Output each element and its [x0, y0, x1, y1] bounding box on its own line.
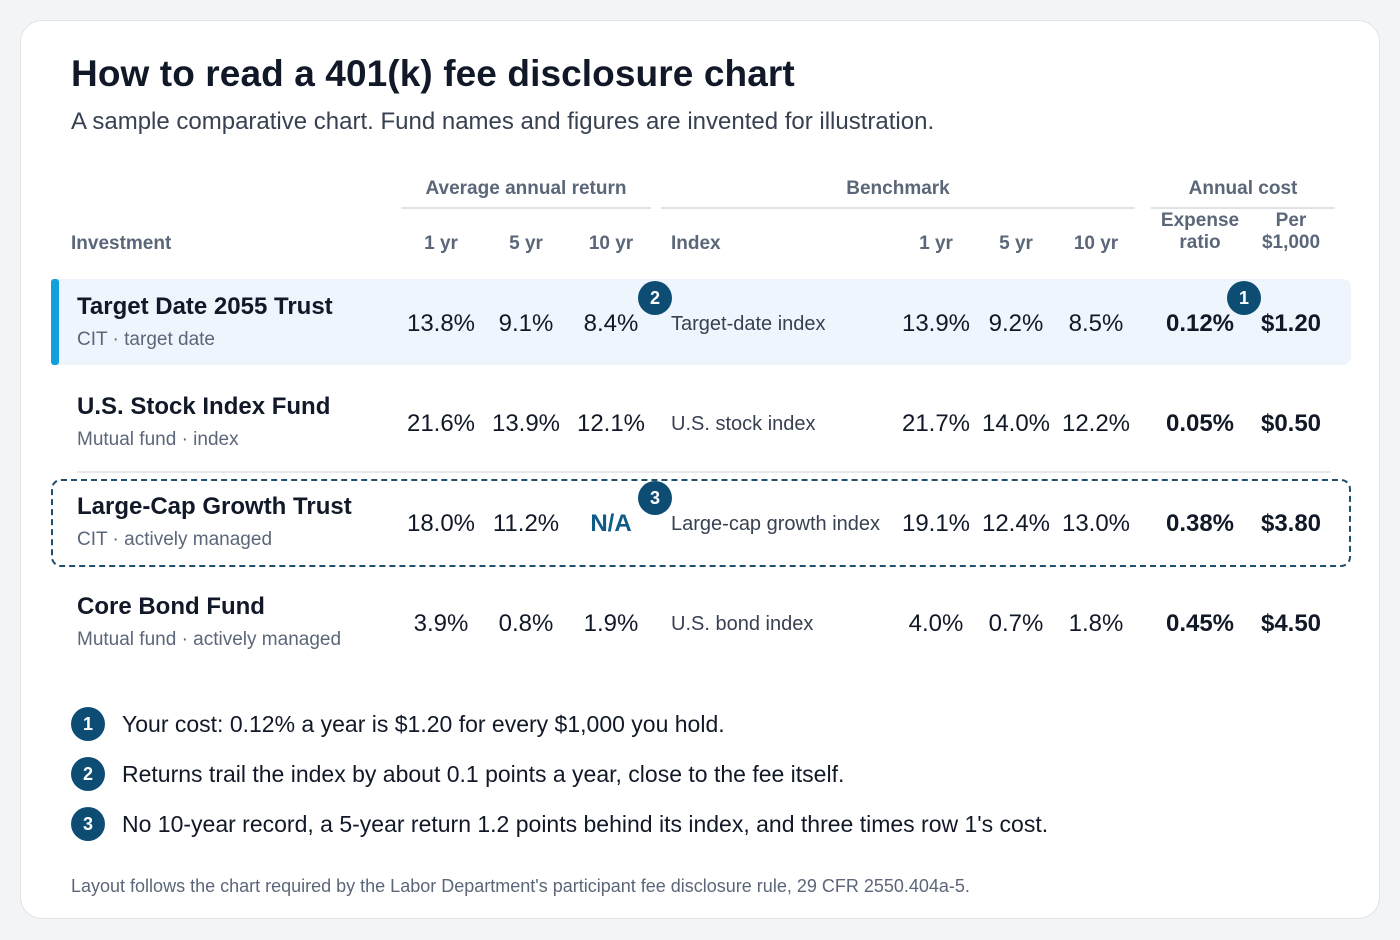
benchmark-index: Large-cap growth index	[671, 513, 881, 535]
col-header-return-10yr: 10 yr	[588, 233, 634, 254]
col-header-expense-line2: ratio	[1179, 232, 1221, 253]
fund-type: Mutual fund · actively managed	[77, 629, 342, 650]
return-5yr: 13.9%	[491, 410, 561, 437]
cost-per-1000: $4.50	[1260, 610, 1322, 637]
bench-1yr: 13.9%	[901, 310, 971, 337]
note-badge-1: 1	[71, 707, 105, 741]
bench-5yr: 14.0%	[981, 410, 1051, 437]
return-10yr-na: N/A	[590, 510, 632, 537]
bench-5yr: 0.7%	[988, 610, 1044, 637]
expense-ratio: 0.38%	[1165, 510, 1235, 537]
group-rule-benchmark	[661, 207, 1135, 209]
benchmark-index: Target-date index	[671, 313, 826, 335]
col-header-return-5yr: 5 yr	[509, 233, 543, 254]
bench-10yr: 12.2%	[1061, 410, 1131, 437]
return-5yr: 0.8%	[498, 610, 554, 637]
col-header-per-line2: $1,000	[1261, 232, 1321, 253]
return-10yr: 12.1%	[576, 410, 646, 437]
highlighted-row-accent-bar	[51, 279, 59, 365]
return-10yr: 1.9%	[583, 610, 639, 637]
col-header-bench-1yr: 1 yr	[919, 233, 953, 254]
benchmark-index: U.S. stock index	[671, 413, 816, 435]
callout-badge-2: 2	[638, 281, 672, 315]
col-header-expense-line1: Expense	[1160, 210, 1240, 231]
bench-1yr: 21.7%	[901, 410, 971, 437]
col-header-expense-ratio: Expense ratio	[1151, 210, 1249, 254]
fund-name: U.S. Stock Index Fund	[77, 393, 331, 420]
fund-name: Target Date 2055 Trust	[77, 293, 333, 320]
group-header-returns: Average annual return	[425, 178, 627, 199]
note-text-2: Returns trail the index by about 0.1 poi…	[122, 761, 845, 787]
group-header-benchmark: Benchmark	[846, 178, 950, 199]
col-header-investment: Investment	[71, 233, 172, 254]
fund-type: CIT · actively managed	[77, 529, 273, 550]
expense-ratio: 0.12%	[1165, 310, 1235, 337]
cost-per-1000: $0.50	[1260, 410, 1322, 437]
bench-5yr: 9.2%	[988, 310, 1044, 337]
return-1yr: 13.8%	[406, 310, 476, 337]
expense-ratio: 0.45%	[1165, 610, 1235, 637]
flagged-row-outline	[51, 479, 1351, 567]
fund-type: Mutual fund · index	[77, 429, 239, 450]
col-header-per-1000: Per $1,000	[1249, 210, 1333, 254]
bench-10yr: 8.5%	[1068, 310, 1124, 337]
return-5yr: 11.2%	[492, 510, 560, 537]
page-subtitle: A sample comparative chart. Fund names a…	[71, 108, 935, 135]
note-badge-2: 2	[71, 757, 105, 791]
col-header-return-1yr: 1 yr	[424, 233, 458, 254]
note-text-1: Your cost: 0.12% a year is $1.20 for eve…	[122, 711, 725, 737]
page-title: How to read a 401(k) fee disclosure char…	[71, 53, 795, 94]
group-rule-returns	[401, 207, 651, 209]
footnote: Layout follows the chart required by the…	[71, 876, 970, 896]
fund-name: Large-Cap Growth Trust	[77, 493, 352, 520]
return-1yr: 21.6%	[406, 410, 476, 437]
bench-5yr: 12.4%	[981, 510, 1051, 537]
callout-badge-3: 3	[638, 481, 672, 515]
bench-10yr: 1.8%	[1068, 610, 1124, 637]
disclosure-card: How to read a 401(k) fee disclosure char…	[20, 20, 1380, 919]
note-text-3: No 10-year record, a 5-year return 1.2 p…	[122, 811, 1049, 837]
fund-type: CIT · target date	[77, 329, 215, 350]
bench-10yr: 13.0%	[1061, 510, 1131, 537]
return-10yr: 8.4%	[583, 310, 639, 337]
col-header-bench-10yr: 10 yr	[1073, 233, 1119, 254]
callout-badge-1: 1	[1227, 281, 1261, 315]
return-5yr: 9.1%	[498, 310, 554, 337]
return-1yr: 3.9%	[413, 610, 469, 637]
bench-1yr: 19.1%	[901, 510, 971, 537]
expense-ratio: 0.05%	[1165, 410, 1235, 437]
highlighted-row-background	[51, 279, 1351, 365]
fund-name: Core Bond Fund	[77, 593, 265, 620]
group-header-cost: Annual cost	[1188, 178, 1298, 199]
benchmark-index: U.S. bond index	[671, 613, 814, 635]
cost-per-1000: $1.20	[1260, 310, 1322, 337]
return-1yr: 18.0%	[406, 510, 476, 537]
note-badge-3: 3	[71, 807, 105, 841]
col-header-bench-5yr: 5 yr	[999, 233, 1033, 254]
group-rule-cost	[1151, 207, 1335, 209]
row-divider	[77, 471, 1331, 473]
col-header-index: Index	[671, 233, 721, 254]
cost-per-1000: $3.80	[1260, 510, 1322, 537]
col-header-per-line1: Per	[1275, 210, 1307, 231]
bench-1yr: 4.0%	[908, 610, 964, 637]
